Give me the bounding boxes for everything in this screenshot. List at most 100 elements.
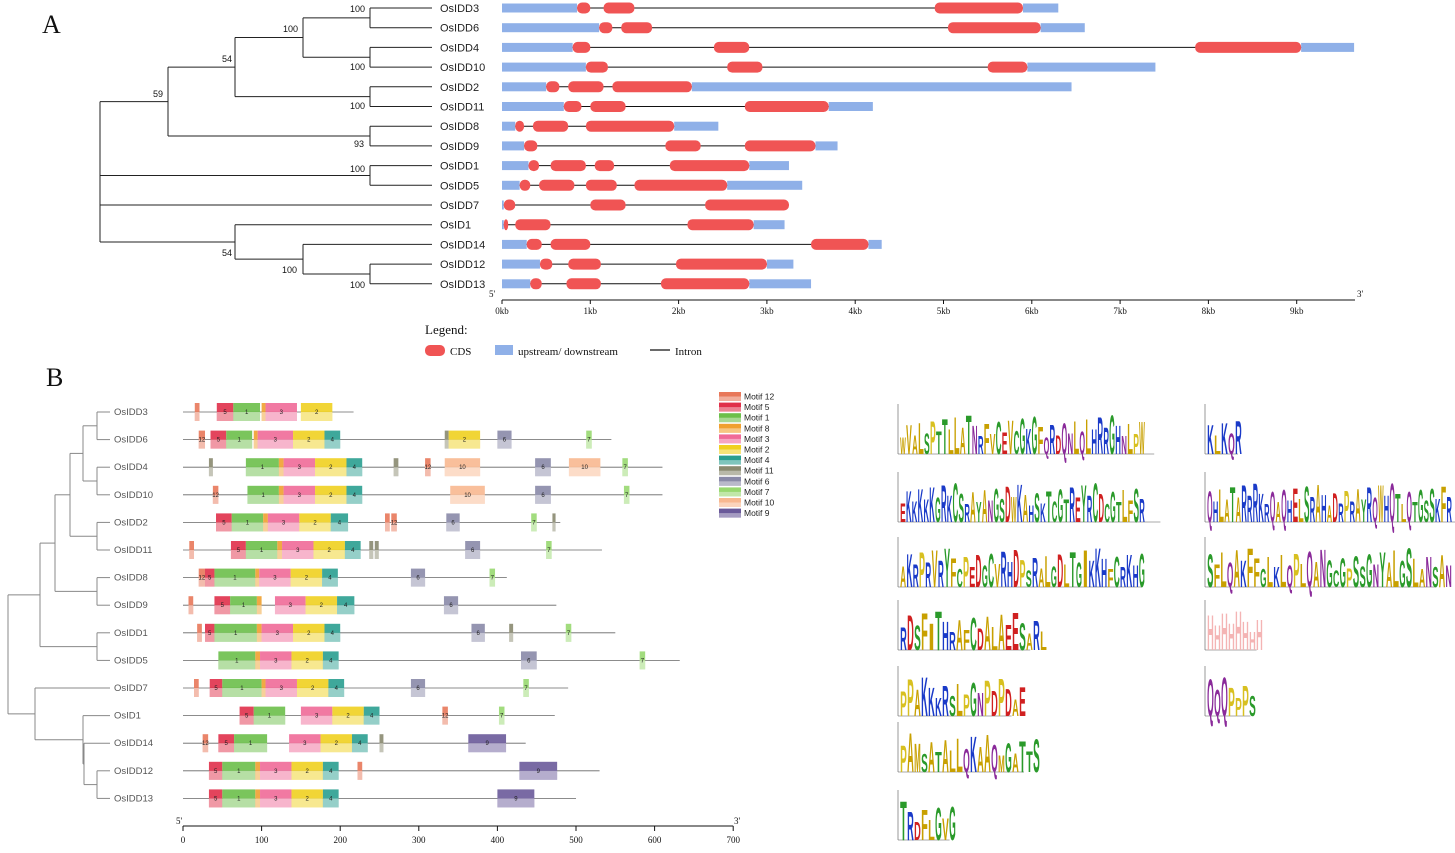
logo-letter: C	[1104, 500, 1110, 528]
logo-letter: Q	[1281, 480, 1286, 532]
cds-exon	[585, 179, 617, 191]
axis-tick-label: 4kb	[848, 306, 862, 316]
logo-letter: A	[1276, 497, 1281, 529]
motif-number: 2	[463, 438, 467, 444]
logo-letter: G	[1139, 544, 1145, 598]
logo-letter: P	[963, 549, 969, 597]
motif-box-3	[282, 541, 314, 559]
motif-box-1	[253, 706, 286, 725]
motif-box-8	[277, 541, 283, 559]
motif-box-shade	[197, 632, 202, 642]
motif-box-4	[351, 734, 368, 753]
logo-letter: L	[1393, 540, 1399, 599]
cds-exon	[665, 140, 701, 152]
logo-letter: V	[906, 416, 912, 463]
logo-letter: K	[906, 483, 912, 532]
motif-box-shade	[209, 688, 223, 697]
motif-box-9	[497, 789, 535, 808]
motif-box-shade	[255, 577, 260, 587]
logo-letter: S	[1034, 484, 1040, 531]
utr-upstream	[502, 42, 573, 52]
logo-letter: R	[1253, 472, 1258, 534]
logo-letter: C	[953, 472, 959, 534]
logo-letter: G	[1399, 554, 1405, 596]
motif-box-shade	[289, 743, 321, 753]
logo-letter: L	[918, 415, 924, 464]
motif-number: 5	[217, 438, 221, 444]
logo-letter: K	[1126, 545, 1132, 597]
motif-box-shade	[363, 715, 380, 725]
logo-letter: C	[1333, 566, 1339, 593]
logo-letter: N	[1121, 432, 1127, 460]
cds-exon	[566, 278, 601, 290]
axis-tick-label: 5kb	[937, 306, 951, 316]
axis-tick-label: 2kb	[672, 306, 686, 316]
logo-letter: P	[900, 685, 907, 724]
motif-number: 4	[331, 438, 335, 444]
logo-letter: R	[913, 558, 919, 594]
motif-number: 6	[471, 548, 475, 554]
logo-letter: K	[1089, 554, 1095, 596]
protein-motif-row: 5 1 3 2 4 12 6 7	[183, 513, 561, 532]
motif-box-2	[293, 430, 325, 449]
motif-box-shade	[291, 770, 323, 780]
motif-box-shade	[552, 522, 556, 532]
motif-box-12	[189, 541, 195, 559]
gene-label: OsIDD1	[440, 161, 479, 173]
motif-box-shade	[565, 632, 572, 642]
logo-letter: P	[1228, 679, 1235, 725]
motif-number: 3	[274, 658, 278, 664]
gene-label: OsIDD4	[114, 462, 148, 473]
motif-box-shade	[322, 577, 338, 587]
logo-letter: K	[935, 694, 942, 722]
bootstrap-value: 54	[222, 54, 232, 64]
logo-letter: H	[1213, 496, 1218, 529]
logo-letter: V	[990, 429, 996, 461]
motif-box-shade	[261, 632, 294, 642]
motif-number: 4	[370, 714, 374, 720]
motif-box-4	[324, 623, 341, 642]
motif-box-shade	[324, 632, 341, 642]
motif-box-3	[259, 568, 291, 587]
motif-legend-swatch	[719, 508, 741, 518]
logo-letter: F	[1254, 550, 1260, 596]
motif-number: 2	[311, 686, 315, 692]
logo-letter: Y	[944, 537, 950, 599]
logo-letter: L	[1214, 430, 1221, 460]
utr-downstream	[749, 161, 789, 171]
utr-downstream	[1027, 62, 1156, 72]
cds-exon	[727, 61, 763, 73]
motif-number: 3	[274, 796, 278, 802]
motif-box-8	[278, 485, 284, 504]
motif-number: 1	[242, 603, 246, 609]
logo-letter: L	[1073, 412, 1079, 465]
logo-letter: G	[1110, 484, 1116, 532]
gene-label: OsIDD13	[440, 279, 485, 291]
motif-legend-label: Motif 10	[744, 498, 775, 508]
motif-box-shade	[344, 550, 361, 559]
motif-number: 2	[306, 658, 310, 664]
gene-structure-row	[502, 179, 803, 191]
motif-box-8	[253, 430, 258, 449]
logo-letter: I	[1082, 540, 1088, 599]
logo-letter: D	[914, 818, 921, 846]
motif-box-shade	[253, 439, 258, 449]
cds-exon	[811, 238, 869, 250]
motif-number: 2	[346, 714, 350, 720]
logo-letter: S	[949, 691, 956, 723]
axis-tick-label: 0	[181, 835, 186, 845]
motif-number: 4	[338, 520, 342, 526]
logo-letter: G	[1326, 553, 1332, 596]
motif-box-5	[205, 568, 215, 587]
panel-a-letter: A	[42, 10, 61, 39]
logo-letter: K	[1040, 498, 1046, 528]
motif-box-2	[315, 458, 347, 477]
gene-structure-row	[502, 61, 1156, 73]
gene-structure-row	[502, 22, 1085, 34]
logo-letter: G	[1340, 549, 1346, 596]
cds-exon	[687, 219, 754, 231]
motif-box-shade	[586, 439, 592, 449]
motif-number: 6	[416, 686, 420, 692]
cds-exon	[599, 22, 613, 34]
